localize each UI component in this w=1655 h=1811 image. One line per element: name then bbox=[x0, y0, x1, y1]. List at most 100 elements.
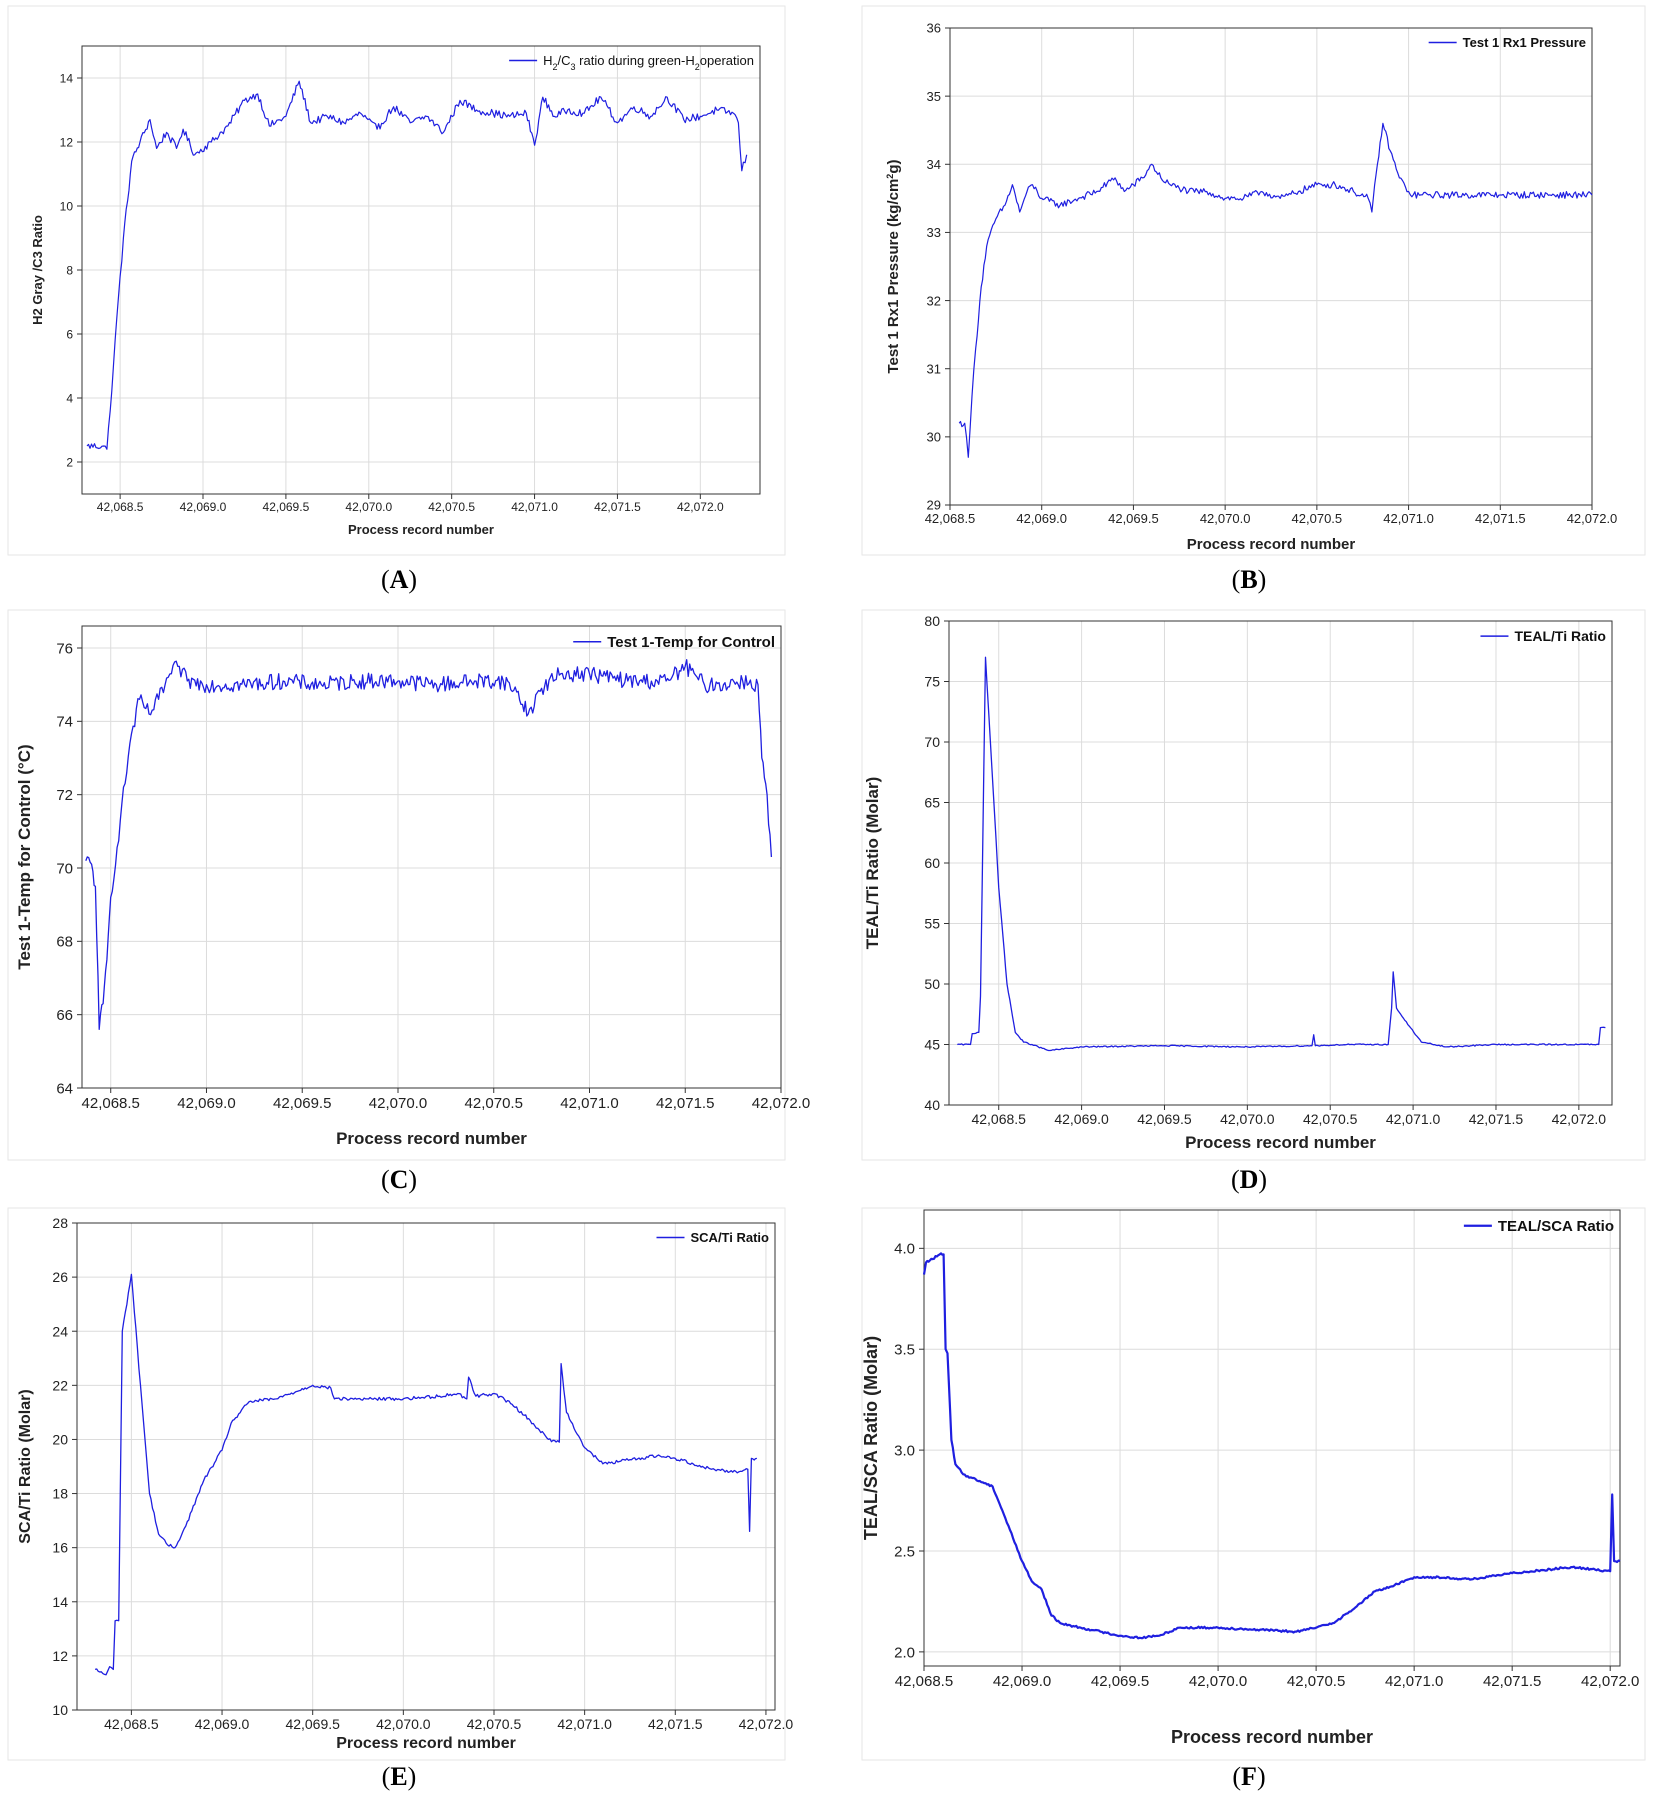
x-tick-label: 42,069.5 bbox=[263, 500, 310, 514]
panel-letter: (C) bbox=[381, 1165, 417, 1194]
x-tick-label: 42,071.0 bbox=[1385, 1673, 1443, 1690]
panel-A: 42,068.5 42,069.0 42,069.5 42,070.0 42,070.5… bbox=[7, 5, 786, 594]
x-tick-label: 42,070.5 bbox=[465, 1095, 523, 1112]
y-tick-label: 36 bbox=[927, 21, 941, 36]
x-tick-label: 42,071.0 bbox=[560, 1095, 618, 1112]
legend-label: H2/C3 ratio during green-H2operation bbox=[543, 53, 754, 72]
x-axis: 42,068.5 42,069.0 42,069.5 42,070.0 42,070.5… bbox=[82, 1088, 810, 1112]
y-tick-label: 6 bbox=[66, 327, 73, 341]
y-tick-label: 32 bbox=[927, 293, 941, 308]
x-tick-label: 42,070.5 bbox=[1287, 1673, 1345, 1690]
x-tick-label: 42,071.5 bbox=[1483, 1673, 1541, 1690]
x-tick-label: 42,070.0 bbox=[345, 500, 392, 514]
x-tick-label: 42,072.0 bbox=[752, 1095, 810, 1112]
x-tick-label: 42,071.5 bbox=[656, 1095, 714, 1112]
y-axis-title: TEAL/Ti Ratio (Molar) bbox=[863, 777, 882, 950]
y-tick-label: 30 bbox=[927, 430, 941, 445]
panel-frame bbox=[861, 1207, 1646, 1761]
x-axis-title: Process record number bbox=[336, 1735, 516, 1752]
x-tick-label: 42,071.5 bbox=[1475, 511, 1526, 526]
panel-frame bbox=[7, 609, 786, 1161]
y-axis: 29 30 31 32 33 34 35 36 bbox=[927, 21, 950, 513]
legend: TEAL/Ti Ratio bbox=[1480, 628, 1606, 644]
y-axis: 2.0 2.5 3.0 3.5 4.0 bbox=[894, 1241, 924, 1661]
y-tick-label: 74 bbox=[56, 714, 73, 731]
x-tick-label: 42,068.5 bbox=[971, 1111, 1026, 1127]
x-tick-label: 42,072.0 bbox=[677, 500, 724, 514]
plot-area bbox=[81, 625, 782, 1089]
y-tick-label: 55 bbox=[924, 916, 940, 932]
x-axis-title: Process record number bbox=[336, 1129, 527, 1148]
x-axis: 42,068.5 42,069.0 42,069.5 42,070.0 42,070.5… bbox=[971, 1105, 1606, 1127]
grid-lines bbox=[949, 620, 1612, 1106]
panel-letter: (F) bbox=[1232, 1762, 1265, 1791]
series-line bbox=[85, 659, 773, 1030]
y-tick-label: 68 bbox=[56, 934, 73, 951]
x-tick-label: 42,069.0 bbox=[1016, 511, 1067, 526]
y-tick-label: 16 bbox=[52, 1540, 68, 1556]
series-line bbox=[958, 122, 1593, 458]
x-tick-label: 42,070.0 bbox=[376, 1716, 431, 1732]
grid-lines bbox=[949, 27, 1593, 506]
y-tick-label: 22 bbox=[52, 1377, 68, 1393]
x-tick-label: 42,068.5 bbox=[895, 1673, 953, 1690]
x-axis-title: Process record number bbox=[1187, 536, 1356, 553]
y-axis: 10 12 14 16 18 20 22 24 26 28 bbox=[52, 1215, 77, 1718]
x-axis: 42,068.5 42,069.0 42,069.5 42,070.0 42,070.5… bbox=[925, 505, 1618, 526]
x-tick-label: 42,069.0 bbox=[177, 1095, 235, 1112]
legend-label: Test 1-Temp for Control bbox=[607, 634, 775, 651]
x-tick-label: 42,072.0 bbox=[739, 1716, 794, 1732]
y-tick-label: 14 bbox=[52, 1594, 68, 1610]
y-tick-label: 26 bbox=[52, 1269, 68, 1285]
x-tick-label: 42,070.0 bbox=[1220, 1111, 1275, 1127]
panel-F: 42,068.5 42,069.0 42,069.5 42,070.0 42,070.5… bbox=[861, 1207, 1646, 1791]
x-tick-label: 42,071.0 bbox=[557, 1716, 612, 1732]
x-tick-label: 42,072.0 bbox=[1567, 511, 1618, 526]
x-axis: 42,068.5 42,069.0 42,069.5 42,070.0 42,070.5… bbox=[895, 1666, 1639, 1690]
y-tick-label: 2.5 bbox=[894, 1543, 915, 1560]
panel-letter: (D) bbox=[1231, 1165, 1267, 1194]
x-tick-label: 42,070.5 bbox=[1292, 511, 1343, 526]
x-tick-label: 42,071.0 bbox=[511, 500, 558, 514]
x-tick-label: 42,071.5 bbox=[594, 500, 641, 514]
y-tick-label: 18 bbox=[52, 1486, 68, 1502]
grid-lines bbox=[923, 1210, 1620, 1666]
y-tick-label: 66 bbox=[56, 1007, 73, 1024]
y-tick-label: 70 bbox=[924, 734, 940, 750]
x-tick-label: 42,070.5 bbox=[467, 1716, 522, 1732]
y-tick-label: 12 bbox=[52, 1648, 68, 1664]
y-axis: 40 45 50 55 60 65 70 75 80 bbox=[924, 613, 949, 1113]
x-tick-label: 42,070.0 bbox=[369, 1095, 427, 1112]
x-axis-title: Process record number bbox=[1185, 1133, 1376, 1152]
y-tick-label: 70 bbox=[56, 860, 73, 877]
legend: SCA/Ti Ratio bbox=[656, 1230, 769, 1245]
x-tick-label: 42,069.0 bbox=[993, 1673, 1051, 1690]
legend: H2/C3 ratio during green-H2operation bbox=[509, 53, 754, 72]
legend: Test 1-Temp for Control bbox=[573, 634, 775, 651]
y-tick-label: 4 bbox=[66, 391, 73, 405]
y-tick-label: 10 bbox=[52, 1702, 68, 1718]
y-tick-label: 80 bbox=[924, 613, 940, 629]
grid-lines bbox=[82, 46, 760, 494]
legend-label: Test 1 Rx1 Pressure bbox=[1463, 35, 1586, 50]
x-tick-label: 42,069.0 bbox=[180, 500, 227, 514]
panel-frame bbox=[7, 1207, 786, 1761]
panel-letter: (E) bbox=[382, 1762, 417, 1791]
y-tick-label: 8 bbox=[66, 263, 73, 277]
x-tick-label: 42,069.5 bbox=[1137, 1111, 1192, 1127]
y-tick-label: 64 bbox=[56, 1080, 73, 1097]
series-line bbox=[94, 1273, 757, 1676]
y-axis-title: SCA/Ti Ratio (Molar) bbox=[17, 1389, 34, 1543]
y-tick-label: 75 bbox=[924, 674, 940, 690]
y-tick-label: 72 bbox=[56, 787, 73, 804]
y-tick-label: 12 bbox=[60, 135, 74, 149]
grid-lines bbox=[77, 1222, 775, 1711]
series-line bbox=[86, 80, 748, 450]
y-tick-label: 24 bbox=[52, 1323, 68, 1339]
y-tick-label: 35 bbox=[927, 89, 941, 104]
x-tick-label: 42,071.5 bbox=[1469, 1111, 1524, 1127]
y-tick-label: 40 bbox=[924, 1097, 940, 1113]
x-tick-label: 42,070.5 bbox=[428, 500, 475, 514]
series-line bbox=[957, 656, 1606, 1052]
